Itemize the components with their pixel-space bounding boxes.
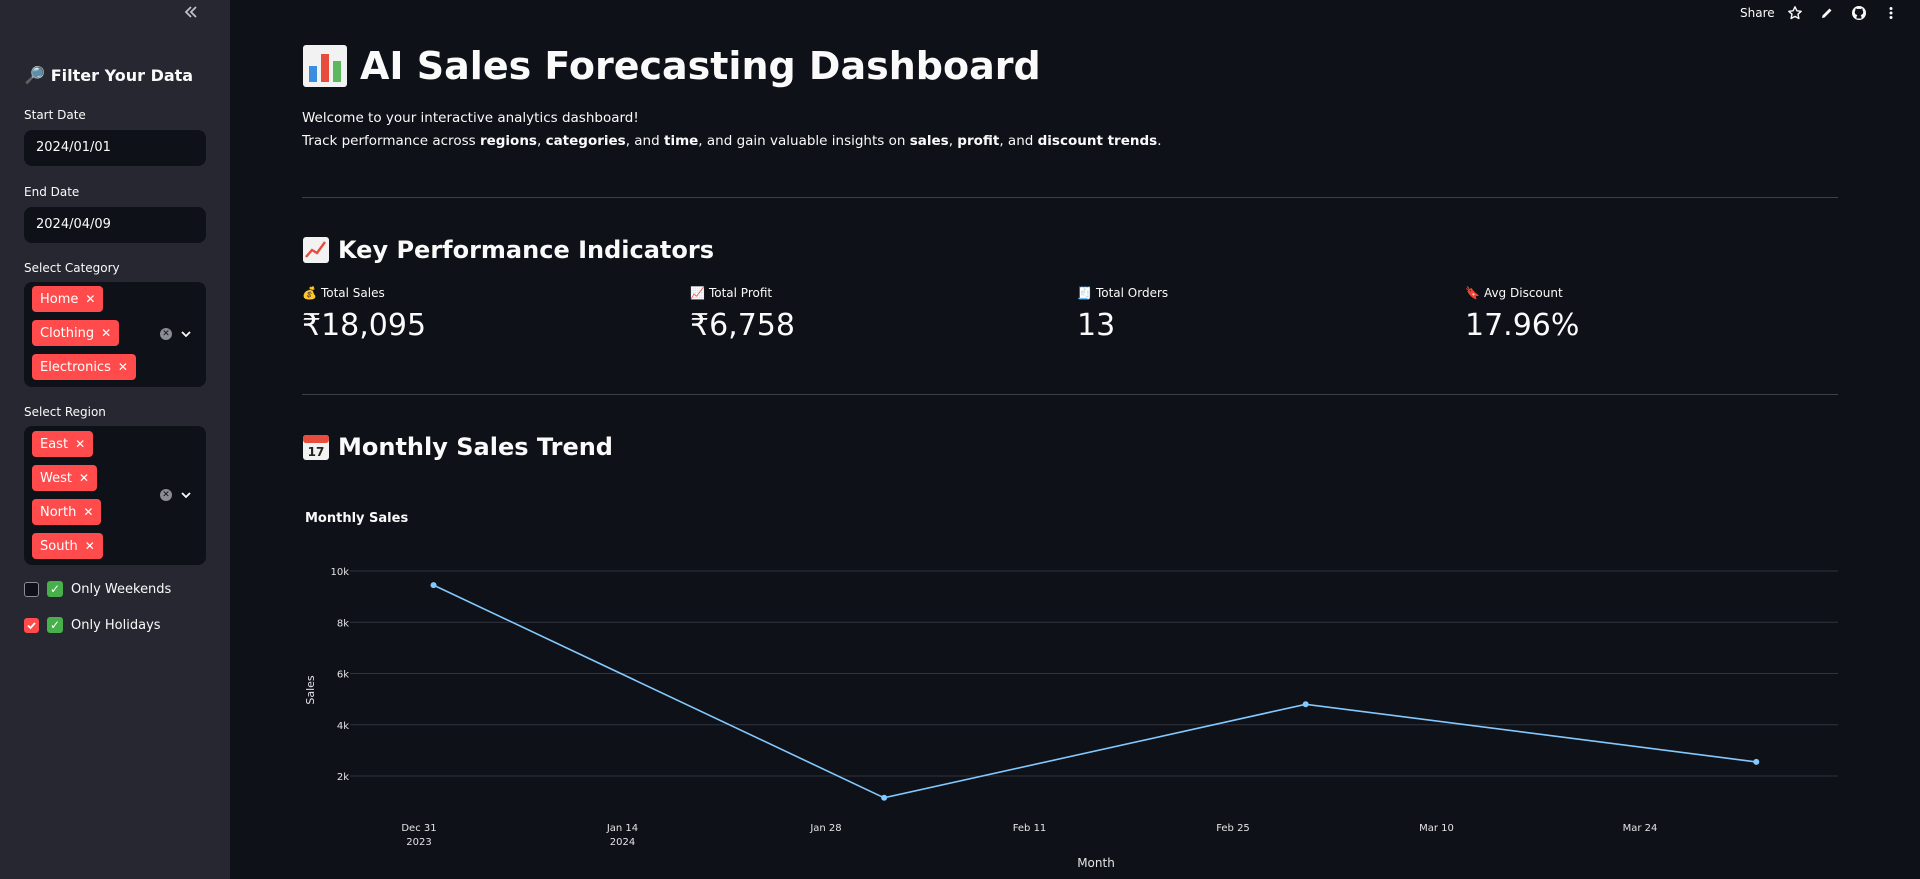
region-tag: North ✕ <box>32 499 102 525</box>
data-point[interactable] <box>1753 758 1760 765</box>
clear-all-icon[interactable]: ✕ <box>160 489 172 501</box>
sidebar-title-text: Filter Your Data <box>50 66 194 85</box>
checkbox-box-checked[interactable] <box>24 617 39 633</box>
metric-value: ₹18,095 <box>302 308 427 343</box>
x-tick-label: Mar 24 <box>1623 823 1658 834</box>
magnifier-icon: 🔎 <box>24 66 46 86</box>
chevron-down-icon[interactable] <box>179 327 193 341</box>
end-date-label: End Date <box>24 185 80 199</box>
chevron-down-icon[interactable] <box>179 488 193 502</box>
trend-section-title: 17 Monthly Sales Trend <box>302 433 613 461</box>
svg-text:17: 17 <box>308 445 325 459</box>
check-mark-icon: ✓ <box>47 581 63 597</box>
share-button[interactable]: Share <box>1740 6 1775 20</box>
y-tick-label: 8k <box>337 618 349 629</box>
kpi-section-title: Key Performance Indicators <box>302 236 714 264</box>
sidebar: 🔎 Filter Your Data Start Date 2024/01/01… <box>0 0 230 879</box>
x-tick-label: Feb 25 <box>1216 823 1250 834</box>
clear-all-icon[interactable]: ✕ <box>160 328 172 340</box>
checkbox-box[interactable] <box>24 581 39 597</box>
metric-label: Avg Discount <box>1483 286 1563 300</box>
bar-chart-icon <box>303 45 347 87</box>
metric-value: ₹6,758 <box>690 308 795 343</box>
receipt-icon: 🧾 <box>1077 286 1092 300</box>
calendar-icon: 17 <box>303 435 329 460</box>
divider <box>302 394 1838 395</box>
category-multiselect[interactable]: Home ✕ Clothing ✕ Electronics ✕ ✕ <box>24 282 206 387</box>
sidebar-title: 🔎 Filter Your Data <box>24 66 193 86</box>
intro-line-2: Track performance across regions, catego… <box>302 133 1162 149</box>
region-tag: South ✕ <box>32 533 103 559</box>
kpi-title-text: Key Performance Indicators <box>338 236 714 264</box>
category-tag: Electronics ✕ <box>32 354 136 380</box>
x-axis-label: Month <box>1077 856 1115 870</box>
region-multiselect[interactable]: East ✕ West ✕ North ✕ South ✕ ✕ <box>24 426 206 565</box>
sales-series-line <box>433 584 1757 799</box>
page-title: AI Sales Forecasting Dashboard <box>302 44 1041 88</box>
y-tick-label: 2k <box>337 772 349 783</box>
remove-tag-icon[interactable]: ✕ <box>78 471 90 485</box>
x-tick-label: Dec 31 <box>401 823 436 834</box>
remove-tag-icon[interactable]: ✕ <box>85 292 96 306</box>
collapse-sidebar-button[interactable] <box>180 3 202 23</box>
metric-total-profit: 📈 Total Profit ₹6,758 <box>690 286 795 343</box>
metric-avg-discount: 🔖 Avg Discount 17.96% <box>1465 286 1579 343</box>
start-date-input[interactable]: 2024/01/01 <box>24 130 206 166</box>
y-axis-label: Sales <box>304 675 317 705</box>
data-point[interactable] <box>1302 701 1309 708</box>
chart-title: Monthly Sales <box>305 511 409 526</box>
metric-total-orders: 🧾 Total Orders 13 <box>1077 286 1168 343</box>
metric-label: Total Profit <box>708 286 773 300</box>
x-tick-label: Jan 14 <box>606 823 638 834</box>
x-tick-sublabel: 2023 <box>406 837 431 848</box>
region-tag: East ✕ <box>32 431 94 457</box>
more-menu-icon[interactable] <box>1883 5 1899 21</box>
github-icon[interactable] <box>1851 5 1867 21</box>
chart-increasing-icon <box>303 237 329 263</box>
trend-title-text: Monthly Sales Trend <box>338 433 613 461</box>
category-label: Select Category <box>24 261 120 275</box>
metric-label: Total Orders <box>1095 286 1169 300</box>
metric-total-sales: 💰 Total Sales ₹18,095 <box>302 286 426 343</box>
remove-tag-icon[interactable]: ✕ <box>75 437 86 451</box>
bookmark-icon: 🔖 <box>1465 286 1480 300</box>
star-icon[interactable] <box>1787 5 1803 21</box>
money-bag-icon: 💰 <box>302 286 317 300</box>
only-weekends-label: Only Weekends <box>71 581 172 597</box>
remove-tag-icon[interactable]: ✕ <box>101 326 112 340</box>
y-tick-label: 10k <box>330 567 349 578</box>
divider <box>302 197 1838 198</box>
end-date-input[interactable]: 2024/04/09 <box>24 207 206 243</box>
category-tag: Clothing ✕ <box>32 320 120 346</box>
start-date-label: Start Date <box>24 108 86 122</box>
metric-value: 13 <box>1077 308 1116 343</box>
metric-label: Total Sales <box>320 286 385 300</box>
y-tick-label: 4k <box>337 721 349 732</box>
check-mark-icon: ✓ <box>47 617 63 633</box>
remove-tag-icon[interactable]: ✕ <box>117 360 128 374</box>
data-point[interactable] <box>430 582 437 589</box>
remove-tag-icon[interactable]: ✕ <box>84 539 95 553</box>
page-title-text: AI Sales Forecasting Dashboard <box>360 44 1041 88</box>
region-label: Select Region <box>24 405 106 419</box>
only-holidays-checkbox[interactable]: ✓ Only Holidays <box>24 615 161 635</box>
y-tick-label: 6k <box>337 670 349 681</box>
metric-value: 17.96% <box>1465 308 1580 343</box>
intro-line-1: Welcome to your interactive analytics da… <box>302 110 639 126</box>
x-tick-label: Jan 28 <box>809 823 841 834</box>
double-chevron-left-icon <box>184 6 197 18</box>
pencil-icon[interactable] <box>1819 5 1835 21</box>
only-weekends-checkbox[interactable]: ✓ Only Weekends <box>24 579 171 599</box>
region-tag: West ✕ <box>32 465 98 491</box>
chart-increasing-icon: 📈 <box>690 286 705 300</box>
x-tick-label: Feb 11 <box>1013 823 1047 834</box>
remove-tag-icon[interactable]: ✕ <box>83 505 94 519</box>
only-holidays-label: Only Holidays <box>71 617 161 633</box>
category-tag: Home ✕ <box>32 286 104 312</box>
data-point[interactable] <box>881 794 888 801</box>
x-tick-label: Mar 10 <box>1419 823 1454 834</box>
x-tick-sublabel: 2024 <box>610 837 635 848</box>
